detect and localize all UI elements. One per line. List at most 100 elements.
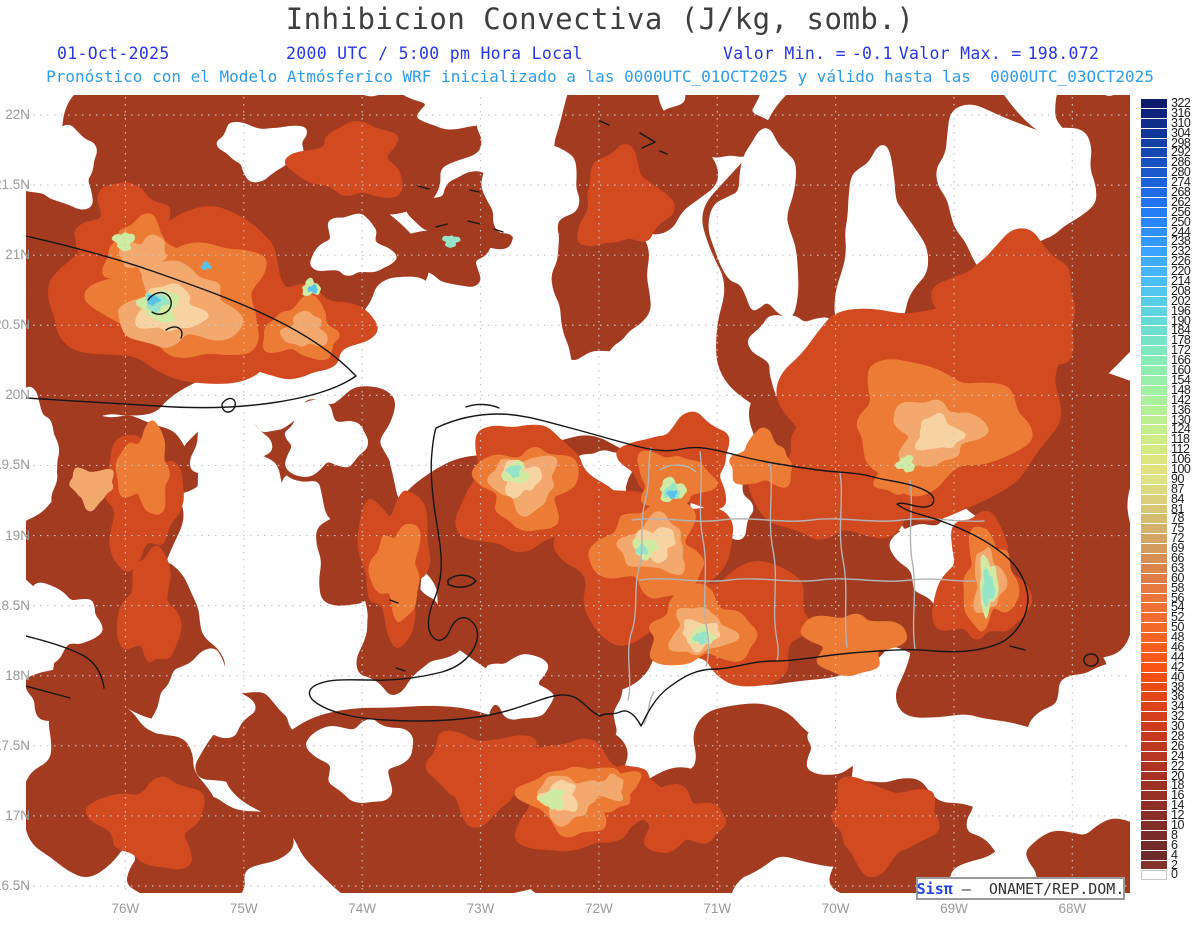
colorbar-tick-label: 78 — [1171, 511, 1184, 526]
lat-tick-label: 19.5N — [0, 457, 30, 473]
colorbar-swatch — [1141, 474, 1167, 485]
colorbar-tick-label: 72 — [1171, 531, 1184, 546]
colorbar-tick-label: 268 — [1171, 185, 1191, 200]
colorbar-swatch — [1141, 158, 1167, 169]
colorbar-tick-label: 14 — [1171, 798, 1184, 813]
colorbar-tick-label: 42 — [1171, 659, 1184, 674]
lat-tick-label: 20N — [5, 387, 30, 403]
colorbar-swatch — [1141, 494, 1167, 505]
colorbar-swatch — [1141, 267, 1167, 278]
colorbar-row: 274 — [1141, 176, 1200, 188]
colorbar-row: 292 — [1141, 145, 1200, 160]
forecast-time: 2000 UTC / 5:00 pm Hora Local — [286, 44, 583, 63]
colorbar-tick-label: 178 — [1171, 333, 1191, 348]
colorbar-tick-label: 44 — [1171, 649, 1184, 664]
colorbar-tick-label: 292 — [1171, 145, 1191, 160]
colorbar-swatch — [1141, 514, 1167, 525]
colorbar-swatch — [1141, 405, 1167, 416]
colorbar-tick-label: 84 — [1171, 491, 1184, 506]
colorbar-tick-label: 28 — [1171, 729, 1184, 743]
colorbar-row: 52 — [1141, 610, 1200, 625]
colorbar-tick-label: 154 — [1171, 372, 1191, 387]
colorbar-tick-label: 20 — [1171, 768, 1184, 783]
colorbar-tick-label: 66 — [1171, 550, 1184, 565]
colorbar-tick-label: 244 — [1171, 224, 1191, 239]
colorbar-row: 124 — [1141, 423, 1200, 436]
colorbar-row: 214 — [1141, 275, 1200, 287]
colorbar-tick-label: 52 — [1171, 610, 1184, 625]
colorbar-row: 28 — [1141, 729, 1200, 743]
colorbar-swatch — [1141, 316, 1167, 327]
colorbar-tick-label: 36 — [1171, 689, 1184, 704]
colorbar-tick-label: 220 — [1171, 264, 1191, 279]
colorbar-tick-label: 136 — [1171, 402, 1191, 417]
colorbar-tick-label: 48 — [1171, 630, 1184, 645]
colorbar-swatch — [1141, 761, 1167, 772]
colorbar-row: 10 — [1141, 819, 1200, 831]
colorbar-row: 298 — [1141, 136, 1200, 149]
colorbar-row: 118 — [1141, 433, 1200, 445]
colorbar-row: 87 — [1141, 481, 1200, 496]
colorbar-swatch — [1141, 257, 1167, 268]
lon-tick-label: 70W — [821, 901, 850, 916]
coastline-layer — [26, 120, 1099, 727]
colorbar-tick-label: 26 — [1171, 738, 1184, 753]
colorbar-swatch — [1141, 247, 1167, 258]
lon-tick-label: 72W — [584, 901, 613, 916]
colorbar-row: 178 — [1141, 333, 1200, 348]
colorbar: 322 316 310 304 298 292 286 280 274 268 262 256 250 2… — [1141, 97, 1200, 881]
colorbar-tick-label: 87 — [1171, 481, 1184, 496]
colorbar-row: 56 — [1141, 591, 1200, 604]
colorbar-swatch — [1141, 544, 1167, 554]
colorbar-row: 44 — [1141, 649, 1200, 664]
colorbar-row: 112 — [1141, 443, 1200, 455]
colorbar-swatch — [1141, 425, 1167, 436]
colorbar-swatch — [1141, 850, 1167, 861]
colorbar-tick-label: 184 — [1171, 323, 1191, 338]
lon-tick-label: 76W — [111, 901, 140, 916]
colorbar-row: 54 — [1141, 601, 1200, 614]
colorbar-row: 256 — [1141, 206, 1200, 218]
colorbar-row: 226 — [1141, 255, 1200, 268]
colorbar-tick-label: 4 — [1171, 847, 1178, 862]
colorbar-tick-label: 160 — [1171, 363, 1191, 378]
colorbar-swatch — [1141, 830, 1167, 841]
colorbar-row: 148 — [1141, 384, 1200, 396]
colorbar-tick-label: 232 — [1171, 244, 1191, 259]
colorbar-row: 30 — [1141, 720, 1200, 732]
province-borders-layer — [627, 447, 985, 725]
colorbar-row: 100 — [1141, 461, 1200, 476]
lat-tick-label: 20.5N — [0, 317, 30, 333]
colorbar-swatch — [1141, 455, 1167, 465]
colorbar-swatch — [1141, 583, 1167, 594]
colorbar-swatch — [1141, 652, 1167, 663]
colorbar-tick-label: 190 — [1171, 313, 1191, 328]
colorbar-row: 268 — [1141, 185, 1200, 200]
colorbar-tick-label: 100 — [1171, 461, 1191, 476]
lat-tick-label: 18N — [5, 667, 30, 683]
colorbar-row: 136 — [1141, 402, 1200, 417]
colorbar-swatch — [1141, 613, 1167, 624]
latlon-grid-layer — [26, 97, 1128, 893]
colorbar-row: 208 — [1141, 285, 1200, 297]
colorbar-tick-label: 286 — [1171, 155, 1191, 170]
colorbar-swatch — [1141, 484, 1167, 495]
colorbar-tick-label: 58 — [1171, 580, 1184, 595]
colorbar-swatch — [1141, 108, 1167, 119]
colorbar-tick-label: 18 — [1171, 778, 1184, 793]
colorbar-swatch — [1141, 672, 1167, 683]
colorbar-row: 322 — [1141, 97, 1200, 109]
colorbar-tick-label: 6 — [1171, 837, 1178, 852]
colorbar-row: 316 — [1141, 107, 1200, 119]
colorbar-swatch — [1141, 227, 1167, 238]
colorbar-tick-label: 106 — [1171, 452, 1191, 467]
colorbar-swatch — [1141, 197, 1167, 208]
cin-shading-layer — [26, 95, 1130, 893]
lat-tick-label: 18.5N — [0, 597, 30, 613]
colorbar-swatch — [1141, 524, 1167, 535]
colorbar-swatch — [1141, 346, 1167, 357]
colorbar-tick-label: 46 — [1171, 639, 1184, 654]
colorbar-tick-label: 34 — [1171, 699, 1184, 714]
colorbar-row: 40 — [1141, 670, 1200, 683]
colorbar-row: 2 — [1141, 858, 1200, 871]
